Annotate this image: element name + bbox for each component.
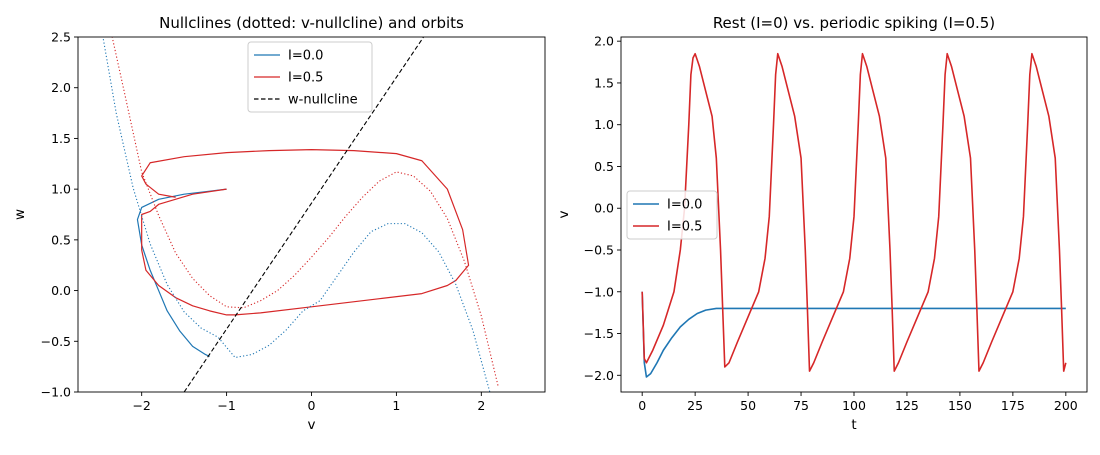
series-line-i-0-5 [641,52,1067,372]
legend-box [247,41,373,113]
right-chart-time-series: 0 25 50 75 100 125 150 175 200 −2.0 −1.5 −1.0 −0.5 0.… [556,14,1088,433]
x-tick-label: 100 [842,398,866,413]
series-line-i-0-0 [641,291,1066,378]
y-tick-label: −1.0 [41,385,71,400]
y-tick-label: 0.0 [51,283,71,298]
y-tick-label: −1.0 [584,284,614,299]
x-tick-label: 50 [740,398,756,413]
y-tick-label: 2.5 [51,30,71,45]
x-tick-label: 125 [895,398,919,413]
legend: I=0.0 I=0.5 w-nullcline [247,41,373,113]
y-axis-label: v [556,211,572,219]
x-axis-label: t [851,417,856,433]
series-line-i-0-5 [141,148,470,316]
y-tick-label: 1.0 [594,117,614,132]
x-tick-label: 200 [1054,398,1078,413]
legend-label: I=0.5 [667,220,702,235]
y-tick-label: 2.0 [594,34,614,49]
y-tick-label: 1.5 [594,75,614,90]
x-tick-label: 75 [793,398,809,413]
chart-title: Rest (I=0) vs. periodic spiking (I=0.5) [713,14,995,32]
left-chart-phase-plane: −2 −1 0 1 2 −1.0 −0.5 0.0 0.5 1.0 1.5 2.0 2.5 Nullcli… [12,14,546,433]
series-line-v-nullcline-i-0-5 [111,37,499,388]
y-tick-label: 0.5 [51,232,71,247]
x-tick-label: 2 [477,398,485,413]
series-line-v-nullcline-i-0-0 [102,37,491,392]
x-tick-label: 0 [638,398,646,413]
legend: I=0.0 I=0.5 [626,190,718,240]
series-line-w-nullcline [183,37,425,392]
x-tick-label: 25 [687,398,703,413]
y-tick-label: 1.0 [51,182,71,197]
y-tick-label: −0.5 [584,243,614,258]
y-axis-label: w [12,209,28,220]
legend-label: w-nullcline [288,93,358,108]
x-axis-label: v [308,417,316,433]
x-tick-label: 0 [308,398,316,413]
legend-label: I=0.0 [667,198,702,213]
y-tick-label: 1.5 [51,131,71,146]
series-group [641,52,1067,378]
y-tick-label: −0.5 [41,334,71,349]
series-group [102,37,499,392]
x-tick-label: 175 [1001,398,1025,413]
y-tick-label: 0.0 [594,201,614,216]
legend-box [626,190,718,240]
y-tick-label: 0.5 [594,159,614,174]
y-tick-label: −2.0 [584,368,614,383]
y-tick-label: −1.5 [584,326,614,341]
legend-label: I=0.0 [288,49,323,64]
y-tick-label: 2.0 [51,80,71,95]
series-line-i-0-0 [136,188,227,358]
legend-label: I=0.5 [288,71,323,86]
x-tick-label: −1 [217,398,235,413]
x-tick-label: 150 [948,398,972,413]
x-tick-label: −2 [132,398,150,413]
chart-title: Nullclines (dotted: v-nullcline) and orb… [159,14,464,32]
x-tick-label: 1 [392,398,400,413]
